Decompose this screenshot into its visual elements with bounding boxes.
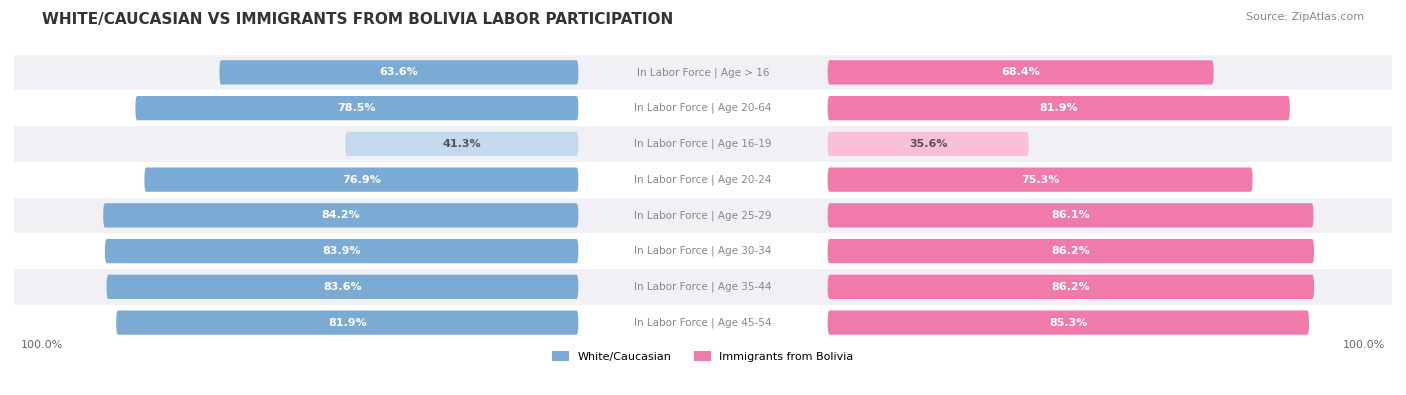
Bar [14,55,1392,90]
Text: 86.2%: 86.2% [1052,246,1090,256]
FancyBboxPatch shape [103,203,578,228]
FancyBboxPatch shape [135,96,578,120]
Text: 68.4%: 68.4% [1001,68,1040,77]
FancyBboxPatch shape [145,167,578,192]
Text: In Labor Force | Age 30-34: In Labor Force | Age 30-34 [634,246,772,256]
FancyBboxPatch shape [828,203,1313,228]
FancyBboxPatch shape [828,275,1315,299]
FancyBboxPatch shape [828,167,1253,192]
Text: 81.9%: 81.9% [328,318,367,327]
FancyBboxPatch shape [105,239,578,263]
Bar [14,198,1392,233]
Text: In Labor Force | Age > 16: In Labor Force | Age > 16 [637,67,769,78]
Legend: White/Caucasian, Immigrants from Bolivia: White/Caucasian, Immigrants from Bolivia [548,346,858,366]
Text: 83.9%: 83.9% [322,246,361,256]
Text: 76.9%: 76.9% [342,175,381,184]
Text: In Labor Force | Age 20-24: In Labor Force | Age 20-24 [634,174,772,185]
Text: 81.9%: 81.9% [1039,103,1078,113]
FancyBboxPatch shape [346,132,578,156]
Text: 84.2%: 84.2% [322,211,360,220]
Text: 86.1%: 86.1% [1052,211,1090,220]
Text: Source: ZipAtlas.com: Source: ZipAtlas.com [1246,12,1364,22]
Bar [14,305,1392,340]
Text: 100.0%: 100.0% [1343,340,1385,350]
Text: In Labor Force | Age 20-64: In Labor Force | Age 20-64 [634,103,772,113]
Text: 83.6%: 83.6% [323,282,361,292]
Text: 85.3%: 85.3% [1049,318,1087,327]
Text: In Labor Force | Age 16-19: In Labor Force | Age 16-19 [634,139,772,149]
FancyBboxPatch shape [828,239,1315,263]
Bar [14,162,1392,198]
Text: 63.6%: 63.6% [380,68,418,77]
Text: In Labor Force | Age 35-44: In Labor Force | Age 35-44 [634,282,772,292]
Text: In Labor Force | Age 45-54: In Labor Force | Age 45-54 [634,317,772,328]
Text: In Labor Force | Age 25-29: In Labor Force | Age 25-29 [634,210,772,221]
FancyBboxPatch shape [219,60,578,85]
FancyBboxPatch shape [117,310,578,335]
Bar [14,90,1392,126]
FancyBboxPatch shape [828,60,1213,85]
Text: 100.0%: 100.0% [21,340,63,350]
Text: 35.6%: 35.6% [908,139,948,149]
FancyBboxPatch shape [828,310,1309,335]
Text: 41.3%: 41.3% [443,139,481,149]
Text: 86.2%: 86.2% [1052,282,1090,292]
Text: WHITE/CAUCASIAN VS IMMIGRANTS FROM BOLIVIA LABOR PARTICIPATION: WHITE/CAUCASIAN VS IMMIGRANTS FROM BOLIV… [42,12,673,27]
Bar [14,126,1392,162]
Text: 75.3%: 75.3% [1021,175,1059,184]
FancyBboxPatch shape [828,96,1289,120]
FancyBboxPatch shape [107,275,578,299]
FancyBboxPatch shape [828,132,1029,156]
Text: 78.5%: 78.5% [337,103,377,113]
Bar [14,233,1392,269]
Bar [14,269,1392,305]
